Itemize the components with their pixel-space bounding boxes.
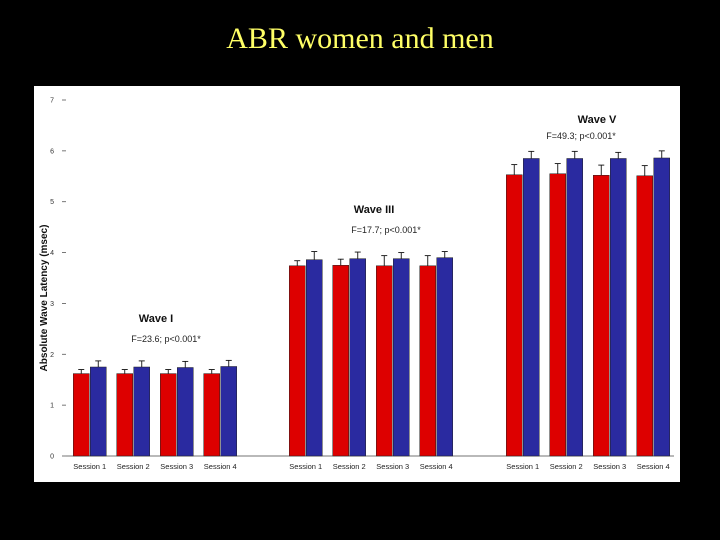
bar-1-1-0: [332, 265, 349, 457]
bar-0-2-1: [177, 367, 194, 457]
bar-2-1-1: [566, 158, 583, 457]
bar-2-0-0: [506, 174, 523, 457]
bar-2-1-0: [549, 173, 566, 457]
category-label: Session 1: [506, 462, 539, 471]
y-tick-label: 0: [50, 454, 54, 461]
category-label: Session 1: [289, 462, 322, 471]
category-label: Session 1: [73, 462, 106, 471]
bar-0-3-0: [203, 373, 220, 457]
bar-1-0-1: [306, 259, 323, 457]
category-label: Session 3: [376, 462, 409, 471]
category-label: Session 4: [204, 462, 237, 471]
y-tick-label: 5: [50, 199, 54, 206]
bar-0-3-1: [220, 366, 237, 457]
bar-1-2-0: [376, 265, 393, 457]
bar-0-1-1: [133, 366, 150, 457]
bar-2-2-0: [593, 175, 610, 457]
bar-2-3-1: [653, 157, 670, 457]
y-tick-label: 6: [50, 148, 54, 155]
category-label: Session 2: [550, 462, 583, 471]
bar-1-1-1: [349, 258, 366, 457]
y-tick-label: 1: [50, 403, 54, 410]
stat-label: F=17.7; p<0.001*: [351, 225, 421, 235]
bar-chart: 0 1 2 3 4 5 6 7 Absolute Wave Latency (msec) Sess…: [39, 98, 674, 471]
bar-0-0-0: [73, 373, 90, 457]
wave-label: Wave V: [578, 114, 617, 126]
y-axis-title: Absolute Wave Latency (msec): [39, 225, 50, 372]
slide-title: ABR women and men: [226, 22, 494, 55]
bar-0-1-0: [116, 373, 133, 457]
stat-label: F=23.6; p<0.001*: [131, 334, 201, 344]
category-label: Session 3: [160, 462, 193, 471]
bar-1-3-0: [419, 265, 436, 457]
category-label: Session 3: [593, 462, 626, 471]
bar-1-2-1: [393, 258, 410, 457]
bar-2-0-1: [523, 158, 540, 457]
wave-label: Wave III: [354, 204, 395, 216]
category-label: Session 4: [420, 462, 453, 471]
y-tick-label: 4: [50, 250, 54, 257]
category-label: Session 2: [333, 462, 366, 471]
bar-1-3-1: [436, 257, 453, 457]
bar-2-3-0: [636, 175, 653, 457]
chart-panel: 0 1 2 3 4 5 6 7 Absolute Wave Latency (msec) Sess…: [34, 86, 680, 482]
wave-label: Wave I: [139, 313, 173, 325]
bar-1-0-0: [289, 265, 306, 457]
y-tick-label: 3: [50, 301, 54, 308]
category-label: Session 2: [117, 462, 150, 471]
bar-0-0-1: [90, 366, 107, 457]
stat-label: F=49.3; p<0.001*: [546, 131, 616, 141]
y-tick-label: 2: [50, 352, 54, 359]
y-tick-label: 7: [50, 98, 54, 105]
bar-2-2-1: [610, 158, 627, 457]
bar-0-2-0: [160, 373, 177, 457]
category-label: Session 4: [637, 462, 670, 471]
